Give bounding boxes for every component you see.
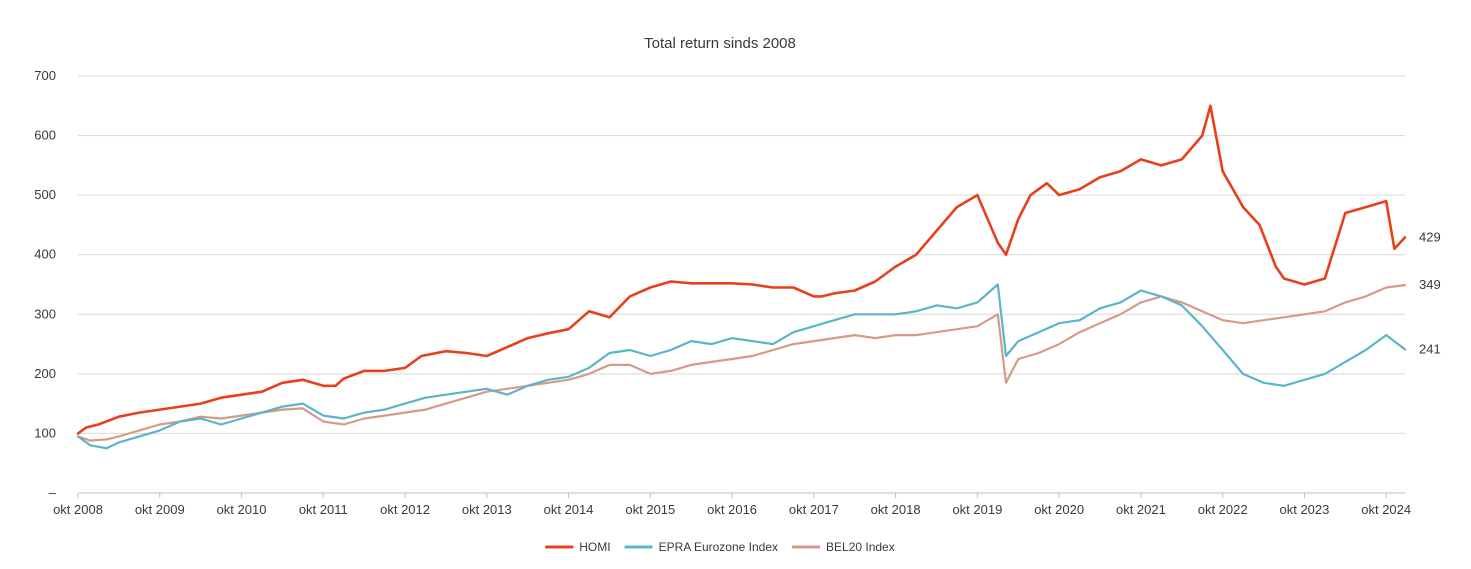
end-value-label: 241 — [1419, 341, 1441, 356]
y-tick-label: 100 — [34, 425, 56, 440]
series-line-bel20-index — [76, 284, 1407, 442]
x-tick-label: okt 2015 — [625, 502, 675, 517]
x-tick-label: okt 2016 — [707, 502, 757, 517]
x-tick-label: okt 2011 — [299, 502, 348, 517]
series-lines — [76, 104, 1407, 450]
x-tick-label: okt 2017 — [789, 502, 839, 517]
end-value-label: 429 — [1419, 229, 1441, 244]
y-tick-label: 700 — [34, 68, 56, 83]
x-tick-label: okt 2013 — [462, 502, 512, 517]
series-line-homi — [76, 104, 1407, 435]
x-tick-label: okt 2010 — [217, 502, 267, 517]
y-tick-label: 400 — [34, 247, 56, 262]
legend-label: EPRA Eurozone Index — [659, 540, 778, 554]
y-tick-label: 200 — [34, 366, 56, 381]
y-tick-label: 500 — [34, 187, 56, 202]
legend: HOMI EPRA Eurozone Index BEL20 Index — [545, 540, 895, 554]
end-labels: 429 241 349 — [1419, 229, 1441, 356]
x-tick-label: okt 2022 — [1198, 502, 1248, 517]
x-tick-label: okt 2023 — [1279, 502, 1329, 517]
x-tick-label: okt 2014 — [544, 502, 594, 517]
x-tick-label: okt 2018 — [871, 502, 921, 517]
x-tick-label: okt 2020 — [1034, 502, 1084, 517]
end-value-label: 349 — [1419, 277, 1441, 292]
x-tick-label: okt 2021 — [1116, 502, 1166, 517]
chart-title: Total return sinds 2008 — [644, 35, 796, 52]
x-tick-label: okt 2009 — [135, 502, 185, 517]
x-axis: okt 2008 okt 2009 okt 2010 okt 2011 okt 2012… — [53, 492, 1411, 517]
x-tick-label: okt 2019 — [952, 502, 1002, 517]
legend-label: BEL20 Index — [826, 540, 895, 554]
x-tick-label: okt 2024 — [1361, 502, 1411, 517]
x-tick-label: okt 2008 — [53, 502, 103, 517]
y-tick-label: 600 — [34, 128, 56, 143]
series-line-epra-eurozone-index — [76, 283, 1407, 450]
y-tick-label: – — [49, 485, 57, 500]
x-tick-label: okt 2012 — [380, 502, 430, 517]
gridlines — [78, 75, 1405, 434]
y-axis: – 100 200 300 400 500 600 700 — [34, 68, 56, 500]
y-tick-label: 300 — [34, 306, 56, 321]
legend-label: HOMI — [579, 540, 610, 554]
